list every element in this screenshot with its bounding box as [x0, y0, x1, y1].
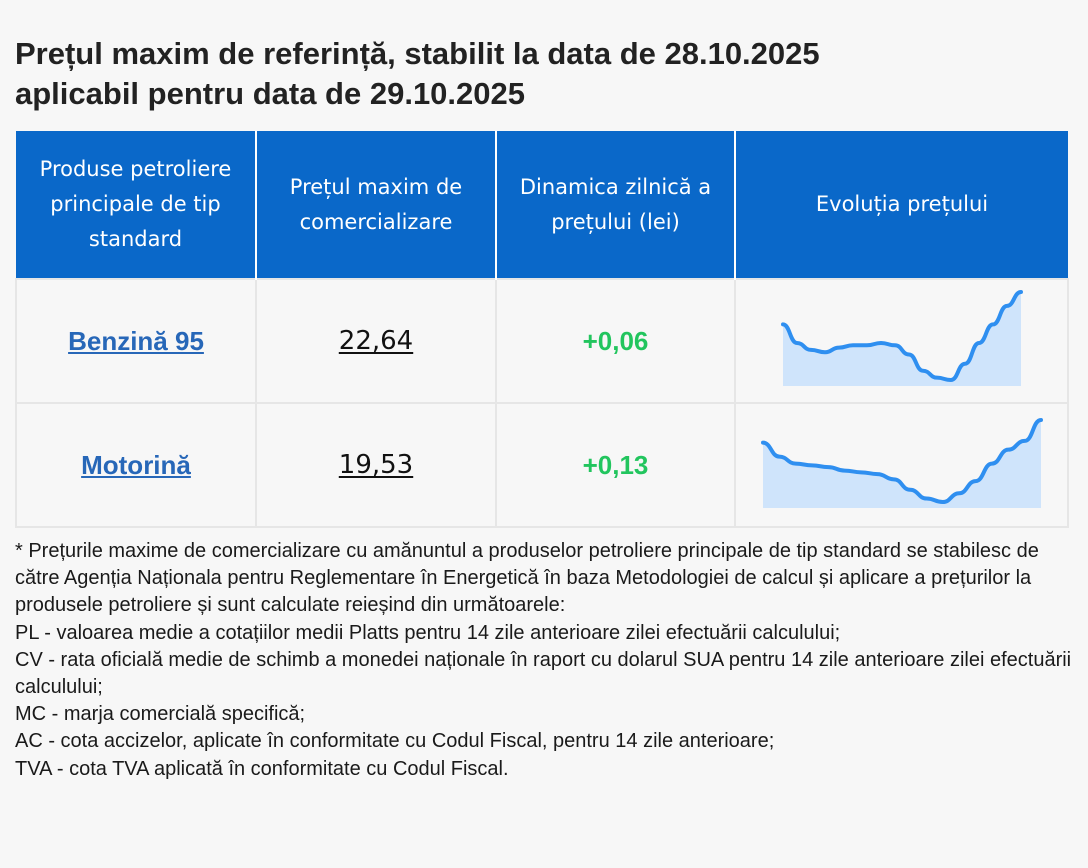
price-value: 22,64: [338, 326, 414, 356]
sparkline-line: [781, 290, 1023, 382]
sparkline-line: [761, 418, 1043, 504]
table-header-row: Produse petroliere principale de tip sta…: [16, 131, 1068, 279]
product-cell: Benzină 95: [15, 278, 257, 404]
product-cell: Motorină: [15, 402, 257, 528]
footnote-tva: TVA - cota TVA aplicată în conformitate …: [15, 757, 509, 780]
dynamic-cell: +0,06: [495, 278, 736, 404]
price-table: Produse petroliere principale de tip sta…: [15, 131, 1069, 528]
header-daily-dynamic: Dinamica zilnică a prețului (lei): [496, 131, 736, 279]
footnote-pl: PL - valoarea medie a cotațiilor medii P…: [15, 621, 841, 644]
footnote-cv: CV - rata oficială medie de schimb a mon…: [15, 648, 1072, 699]
footnote-mc: MC - marja comercială specifică;: [15, 703, 306, 726]
sparkline-area: [783, 292, 1021, 386]
price-cell: 19,53: [255, 402, 497, 528]
product-link-benzina-95[interactable]: Benzină 95: [68, 325, 204, 356]
sparkline-cell: [734, 278, 1069, 404]
header-max-price: Prețul maxim de comercializare: [256, 131, 497, 279]
title-line-1: Prețul maxim de referință, stabilit la d…: [15, 36, 820, 71]
title-line-2: aplicabil pentru data de 29.10.2025: [15, 76, 526, 111]
table-row: Benzină 95 22,64 +0,06: [15, 278, 1069, 404]
footnote-ac: AC - cota accizelor, aplicate în conform…: [15, 730, 775, 753]
header-price-evolution: Evoluția prețului: [735, 131, 1068, 279]
sparkline-area: [763, 420, 1041, 508]
product-link-motorina[interactable]: Motorină: [81, 449, 191, 480]
header-products: Produse petroliere principale de tip sta…: [16, 131, 257, 279]
sparkline-benzina-95: [781, 290, 1023, 386]
sparkline-cell: [734, 402, 1069, 528]
dynamic-value: +0,13: [582, 449, 649, 480]
footnotes: * Prețurile maxime de comercializare cu …: [15, 538, 1075, 783]
dynamic-cell: +0,13: [495, 402, 736, 528]
table-row: Motorină 19,53 +0,13: [15, 402, 1069, 528]
sparkline-motorina: [761, 418, 1043, 508]
price-cell: 22,64: [255, 278, 497, 404]
footnote-intro: * Prețurile maxime de comercializare cu …: [15, 540, 1039, 617]
price-value: 19,53: [338, 450, 414, 480]
page-title: Prețul maxim de referință, stabilit la d…: [15, 34, 1075, 114]
dynamic-value: +0,06: [582, 325, 649, 356]
